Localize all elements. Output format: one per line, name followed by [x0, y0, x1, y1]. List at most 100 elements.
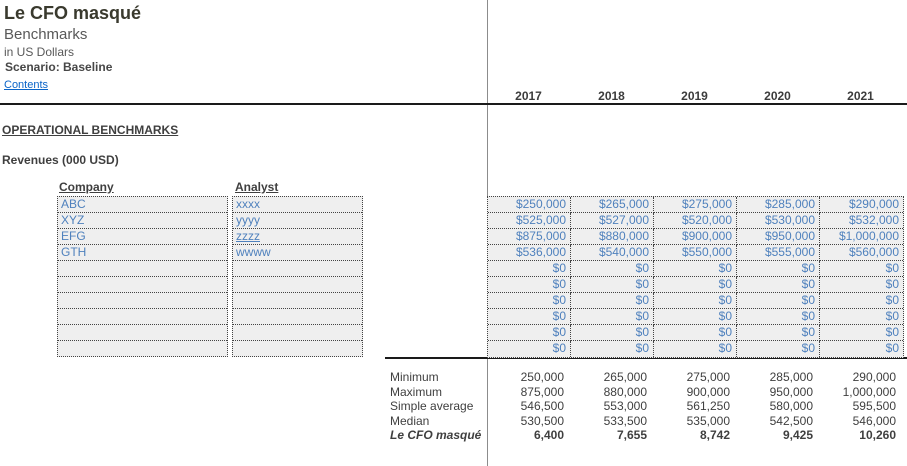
- company-cell[interactable]: [58, 277, 227, 293]
- summary-value: 561,250: [686, 399, 730, 413]
- revenue-cell[interactable]: $0: [571, 341, 654, 357]
- company-cell[interactable]: [58, 341, 227, 356]
- summary-label: Median: [390, 413, 430, 428]
- summary-value: 535,000: [686, 413, 730, 428]
- summary-value: 580,000: [769, 399, 813, 413]
- revenue-cell[interactable]: $0: [654, 325, 737, 341]
- summary-value: 275,000: [686, 370, 730, 384]
- revenue-cell[interactable]: $527,000: [571, 213, 654, 229]
- revenue-cell[interactable]: $520,000: [654, 213, 737, 229]
- revenue-cell[interactable]: $0: [488, 325, 571, 341]
- revenue-cell[interactable]: $0: [488, 309, 571, 325]
- analyst-cell[interactable]: zzzz: [233, 229, 362, 245]
- revenue-cell[interactable]: $530,000: [737, 213, 820, 229]
- revenue-cell[interactable]: $0: [737, 341, 820, 357]
- revenue-cell[interactable]: $0: [654, 309, 737, 325]
- revenue-cell[interactable]: $560,000: [820, 245, 903, 261]
- revenue-cell[interactable]: $0: [654, 341, 737, 357]
- revenue-cell[interactable]: $0: [571, 325, 654, 341]
- revenue-cell[interactable]: $0: [654, 261, 737, 277]
- page-subtitle: Benchmarks: [4, 26, 88, 43]
- analyst-cell[interactable]: [233, 325, 362, 341]
- analyst-cell[interactable]: [233, 341, 362, 356]
- revenue-cell[interactable]: $250,000: [488, 197, 571, 213]
- year-header: 2017: [515, 89, 542, 103]
- revenue-input-grid: $250,000 $265,000 $275,000 $285,000 $290…: [487, 196, 904, 358]
- revenue-cell[interactable]: $290,000: [820, 197, 903, 213]
- revenue-cell[interactable]: $0: [737, 293, 820, 309]
- revenue-cell[interactable]: $0: [737, 277, 820, 293]
- revenue-cell[interactable]: $0: [820, 309, 903, 325]
- unit-note: in US Dollars: [4, 45, 75, 59]
- analyst-cell[interactable]: yyyy: [233, 213, 362, 229]
- revenue-cell[interactable]: $555,000: [737, 245, 820, 261]
- summary-value: 553,000: [603, 399, 647, 413]
- revenue-cell[interactable]: $0: [885, 341, 899, 355]
- summary-value: 542,500: [769, 413, 813, 428]
- company-cell[interactable]: GTH: [58, 245, 227, 261]
- company-input-list: ABC XYZ EFG GTH: [57, 196, 228, 357]
- analyst-cell[interactable]: [233, 261, 362, 277]
- revenue-cell[interactable]: $0: [820, 293, 903, 309]
- revenue-cell[interactable]: $0: [654, 277, 737, 293]
- contents-link[interactable]: Contents: [4, 79, 49, 91]
- revenue-cell[interactable]: $0: [571, 277, 654, 293]
- summary-value: 1,000,000: [842, 384, 896, 399]
- revenue-cell[interactable]: $525,000: [488, 213, 571, 229]
- revenue-cell[interactable]: $1,000,000: [820, 229, 903, 245]
- revenue-cell[interactable]: $875,000: [488, 229, 571, 245]
- revenue-cell[interactable]: $0: [488, 341, 571, 357]
- scenario-label: Scenario: Baseline: [5, 60, 113, 74]
- revenue-cell[interactable]: $0: [571, 309, 654, 325]
- summary-value: 950,000: [769, 384, 813, 399]
- revenue-cell[interactable]: $265,000: [571, 197, 654, 213]
- revenue-cell[interactable]: $0: [820, 261, 903, 277]
- company-cell[interactable]: [58, 261, 227, 277]
- revenue-cell[interactable]: $0: [571, 261, 654, 277]
- revenue-cell[interactable]: $540,000: [571, 245, 654, 261]
- revenue-cell[interactable]: $0: [654, 293, 737, 309]
- revenue-cell[interactable]: $0: [737, 309, 820, 325]
- summary-row: Median 530,500 533,500 535,000 542,500 5…: [385, 414, 907, 429]
- revenue-cell[interactable]: $275,000: [654, 197, 737, 213]
- revenue-cell[interactable]: $532,000: [820, 213, 903, 229]
- analyst-cell[interactable]: [233, 277, 362, 293]
- company-cell[interactable]: XYZ: [58, 213, 227, 229]
- summary-value: 875,000: [520, 384, 564, 399]
- summary-value: 290,000: [852, 370, 896, 384]
- summary-value: 8,742: [699, 428, 730, 442]
- company-cell[interactable]: ABC: [58, 197, 227, 213]
- revenue-cell[interactable]: $0: [820, 277, 903, 293]
- summary-label: Minimum: [390, 370, 439, 384]
- revenue-cell[interactable]: $0: [488, 293, 571, 309]
- revenue-cell[interactable]: $880,000: [571, 229, 654, 245]
- revenue-cell[interactable]: $550,000: [654, 245, 737, 261]
- summary-row: Simple average 546,500 553,000 561,250 5…: [385, 399, 907, 414]
- revenue-cell[interactable]: $536,000: [488, 245, 571, 261]
- summary-value: 10,260: [859, 428, 896, 442]
- revenue-cell[interactable]: $950,000: [737, 229, 820, 245]
- revenue-cell[interactable]: $0: [737, 261, 820, 277]
- revenue-cell[interactable]: $0: [488, 277, 571, 293]
- year-header: 2021: [847, 89, 874, 103]
- summary-label: Simple average: [390, 399, 474, 413]
- revenue-cell[interactable]: $285,000: [737, 197, 820, 213]
- analyst-cell[interactable]: wwww: [233, 245, 362, 261]
- revenue-cell[interactable]: $0: [820, 325, 903, 341]
- header-rule: [0, 103, 907, 105]
- summary-value: 533,500: [603, 413, 647, 428]
- company-cell[interactable]: EFG: [58, 229, 227, 245]
- company-cell[interactable]: [58, 309, 227, 325]
- revenue-cell[interactable]: $0: [488, 261, 571, 277]
- revenue-cell[interactable]: $900,000: [654, 229, 737, 245]
- company-cell[interactable]: [58, 325, 227, 341]
- revenue-cell[interactable]: $0: [571, 293, 654, 309]
- summary-value: 265,000: [603, 370, 647, 384]
- analyst-cell[interactable]: xxxx: [233, 197, 362, 213]
- company-cell[interactable]: [58, 293, 227, 309]
- analyst-cell[interactable]: [233, 309, 362, 325]
- analyst-cell[interactable]: [233, 293, 362, 309]
- revenue-cell[interactable]: $0: [737, 325, 820, 341]
- year-header: 2019: [681, 89, 708, 103]
